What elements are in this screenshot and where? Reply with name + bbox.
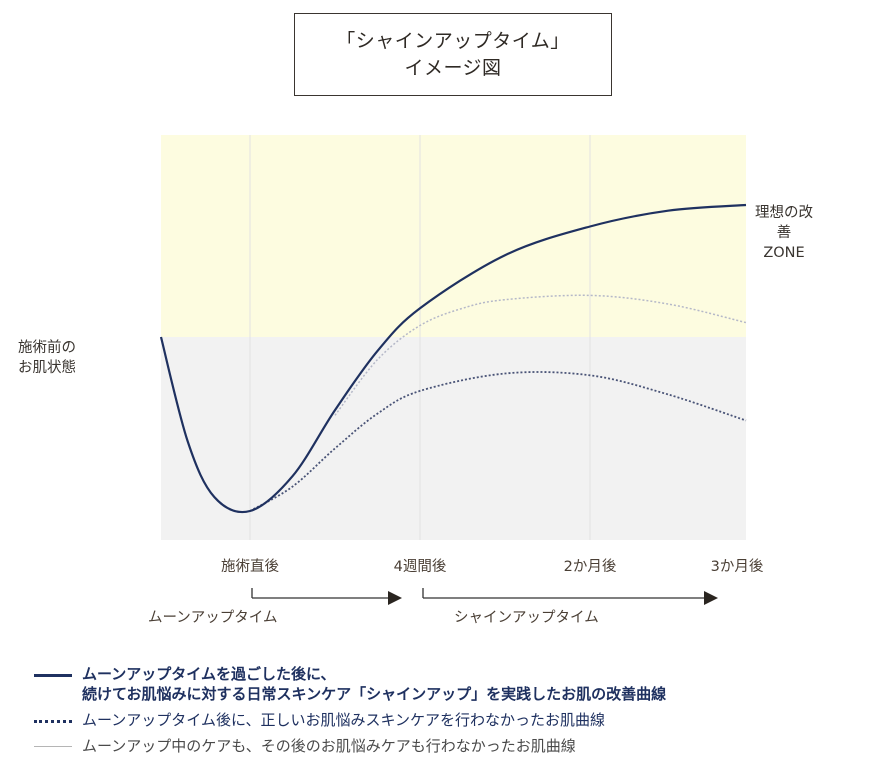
legend: ムーンアップタイムを過ごした後に、 続けてお肌悩みに対する日常スキンケア「シャイ… [34, 664, 864, 762]
legend-text-line: 続けてお肌悩みに対する日常スキンケア「シャインアップ」を実践したお肌の改善曲線 [82, 685, 667, 703]
series-shineup-line [159, 203, 747, 514]
phase-arrows [251, 588, 718, 605]
x-tick-label: 3か月後 [710, 559, 764, 575]
zone-label-line1: 理想の改善 [755, 205, 813, 241]
legend-item: ムーンアップ中のケアも、その後のお肌悩みケアも行わなかったお肌曲線 [34, 736, 864, 756]
y-label-line1: 施術前の [18, 340, 76, 356]
phase-label-moonup: ムーンアップタイム [148, 610, 278, 626]
legend-swatch-gray [34, 736, 72, 756]
zone-label-line2: ZONE [763, 245, 805, 261]
legend-item: ムーンアップタイム後に、正しいお肌悩みスキンケアを行わなかったお肌曲線 [34, 710, 864, 730]
phase-label-shineup: シャインアップタイム [454, 610, 599, 626]
baseline-area [161, 337, 746, 540]
moonup-phase-arrow [251, 588, 402, 605]
y-label-line2: お肌状態 [18, 360, 76, 376]
legend-swatch-dotted [34, 710, 72, 730]
ideal-zone-label: 理想の改善 ZONE [750, 203, 818, 263]
series-no-followup-line [249, 371, 747, 512]
legend-text: ムーンアップタイムを過ごした後に、 続けてお肌悩みに対する日常スキンケア「シャイ… [82, 664, 666, 704]
gridlines [249, 135, 591, 540]
shineup-phase-arrow [422, 588, 718, 605]
legend-text: ムーンアップタイム後に、正しいお肌悩みスキンケアを行わなかったお肌曲線 [82, 711, 606, 729]
y-axis-label: 施術前の お肌状態 [18, 338, 76, 378]
legend-item: ムーンアップタイムを過ごした後に、 続けてお肌悩みに対する日常スキンケア「シャイ… [34, 664, 864, 704]
chart-title-line2: イメージ図 [404, 56, 502, 79]
x-tick-label: 2か月後 [563, 559, 617, 575]
chart-title-box: 「シャインアップタイム」 イメージ図 [294, 13, 612, 96]
legend-swatch-solid [34, 664, 72, 684]
chart-title-line1: 「シャインアップタイム」 [336, 29, 570, 52]
ideal-zone-area [161, 135, 746, 337]
x-tick-label: 施術直後 [221, 559, 279, 575]
x-tick-label: 4週間後 [393, 559, 447, 575]
legend-text-line: ムーンアップタイムを過ごした後に、 [82, 665, 336, 683]
series-no-care-line [334, 294, 747, 416]
legend-text: ムーンアップ中のケアも、その後のお肌悩みケアも行わなかったお肌曲線 [82, 737, 576, 755]
